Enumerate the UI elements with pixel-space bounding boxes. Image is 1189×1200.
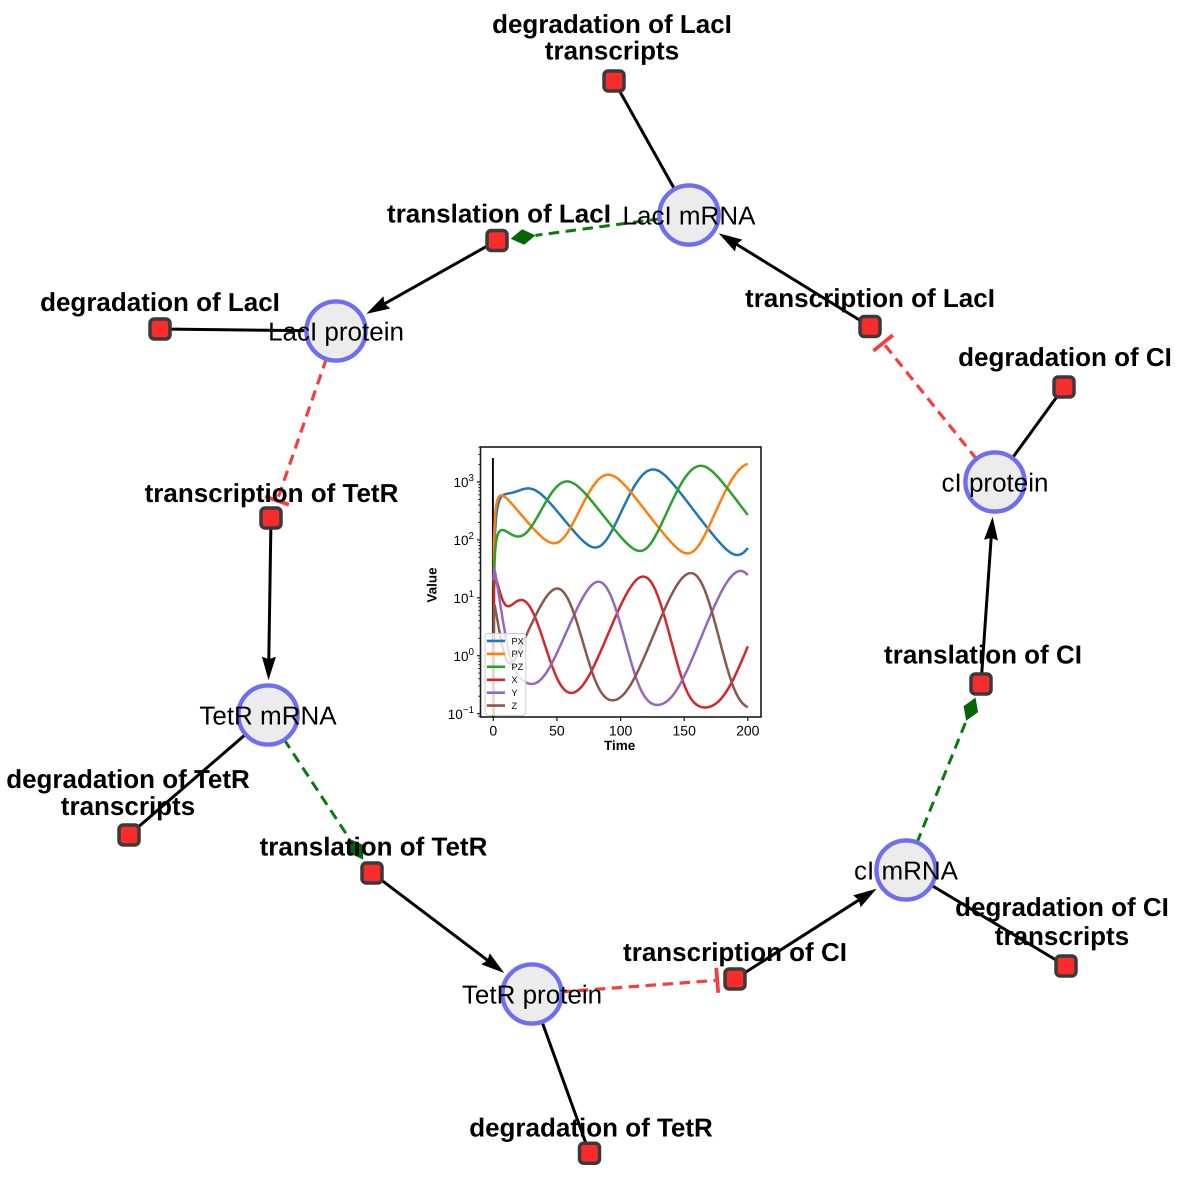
svg-text:LacI protein: LacI protein xyxy=(268,317,404,347)
svg-text:0: 0 xyxy=(489,723,497,739)
svg-text:PY: PY xyxy=(512,649,524,659)
svg-text:50: 50 xyxy=(549,723,565,739)
svg-text:LacI mRNA: LacI mRNA xyxy=(623,201,757,231)
svg-text:Z: Z xyxy=(512,701,518,711)
svg-text:degradation of TetR: degradation of TetR xyxy=(469,1113,713,1143)
svg-text:degradation of TetR: degradation of TetR xyxy=(6,764,250,794)
svg-text:TetR mRNA: TetR mRNA xyxy=(199,701,337,731)
svg-text:transcription of LacI: transcription of LacI xyxy=(745,283,995,313)
svg-text:transcripts: transcripts xyxy=(61,791,195,821)
svg-text:X: X xyxy=(512,675,518,685)
svg-text:degradation of LacI: degradation of LacI xyxy=(40,287,280,317)
svg-text:transcription of CI: transcription of CI xyxy=(623,937,847,967)
svg-text:degradation of CI: degradation of CI xyxy=(958,342,1172,372)
svg-text:transcription of TetR: transcription of TetR xyxy=(145,478,399,508)
svg-text:Y: Y xyxy=(512,688,518,698)
svg-text:200: 200 xyxy=(736,723,760,739)
svg-text:cI mRNA: cI mRNA xyxy=(854,856,959,886)
svg-text:translation of TetR: translation of TetR xyxy=(260,832,488,862)
svg-text:100: 100 xyxy=(609,723,633,739)
svg-text:PX: PX xyxy=(512,636,524,646)
svg-text:cI protein: cI protein xyxy=(942,468,1049,498)
svg-text:150: 150 xyxy=(673,723,697,739)
svg-text:TetR protein: TetR protein xyxy=(462,980,602,1010)
svg-text:Time: Time xyxy=(604,738,636,753)
svg-text:PZ: PZ xyxy=(512,662,524,672)
svg-text:Value: Value xyxy=(425,567,440,603)
svg-text:translation of LacI: translation of LacI xyxy=(387,199,611,229)
svg-text:transcripts: transcripts xyxy=(995,921,1129,951)
svg-text:translation of CI: translation of CI xyxy=(884,640,1082,670)
svg-text:degradation of LacI: degradation of LacI xyxy=(492,9,732,39)
svg-text:degradation of CI: degradation of CI xyxy=(955,892,1169,922)
svg-text:transcripts: transcripts xyxy=(545,36,679,66)
